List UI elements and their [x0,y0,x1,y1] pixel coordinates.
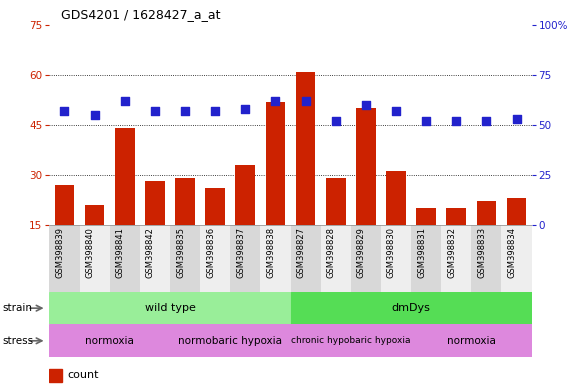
Bar [356,108,376,225]
Bar [235,165,255,225]
Text: GDS4201 / 1628427_a_at: GDS4201 / 1628427_a_at [61,8,221,21]
Point [271,98,280,104]
Text: wild type: wild type [145,303,195,313]
Bar [145,181,164,225]
Bar [266,101,285,225]
Text: strain: strain [3,303,33,313]
Text: chronic hypobaric hypoxia: chronic hypobaric hypoxia [291,336,411,345]
Text: normoxia: normoxia [85,336,134,346]
Point [392,108,401,114]
Bar [80,225,110,292]
Text: GSM398836: GSM398836 [206,227,215,278]
Point [150,108,160,114]
Text: stress: stress [3,336,34,346]
Point [451,118,461,124]
Bar [260,225,290,292]
FancyBboxPatch shape [49,292,290,324]
Text: GSM398837: GSM398837 [236,227,245,278]
Bar [230,225,260,292]
Text: count: count [67,370,99,380]
Bar [140,225,170,292]
Text: GSM398830: GSM398830 [387,227,396,278]
Point [120,98,130,104]
Bar [386,171,406,225]
Bar [170,225,200,292]
Bar [411,225,441,292]
Text: GSM398841: GSM398841 [116,227,125,278]
FancyBboxPatch shape [49,324,170,357]
FancyBboxPatch shape [170,324,290,357]
Text: GSM398832: GSM398832 [447,227,456,278]
Text: GSM398834: GSM398834 [508,227,517,278]
Point [512,116,521,122]
Bar [507,198,526,225]
Bar [501,225,532,292]
Bar [417,208,436,225]
Point [301,98,310,104]
Text: normobaric hypoxia: normobaric hypoxia [178,336,282,346]
Text: GSM398828: GSM398828 [327,227,336,278]
Text: dmDys: dmDys [392,303,431,313]
Bar [446,208,466,225]
Text: GSM398842: GSM398842 [146,227,155,278]
Point [482,118,491,124]
Point [421,118,431,124]
Bar [476,201,496,225]
Text: GSM398829: GSM398829 [357,227,366,278]
Point [331,118,340,124]
Text: normoxia: normoxia [447,336,496,346]
Text: GSM398831: GSM398831 [417,227,426,278]
Bar [321,225,351,292]
Text: GSM398838: GSM398838 [267,227,275,278]
Bar [49,225,80,292]
Point [180,108,189,114]
Bar [49,369,62,382]
Bar [175,178,195,225]
Bar [110,225,140,292]
FancyBboxPatch shape [411,324,532,357]
Point [90,112,99,118]
Bar [290,225,321,292]
Text: GSM398827: GSM398827 [296,227,306,278]
Text: GSM398833: GSM398833 [478,227,486,278]
Bar [326,178,346,225]
Point [60,108,69,114]
Bar [200,225,230,292]
FancyBboxPatch shape [290,292,532,324]
Point [241,106,250,112]
Bar [115,128,135,225]
Bar [85,205,105,225]
Point [361,102,371,108]
Bar [381,225,411,292]
Bar [441,225,471,292]
Bar [471,225,501,292]
Bar [55,185,74,225]
Bar [351,225,381,292]
Point [210,108,220,114]
Text: GSM398840: GSM398840 [85,227,95,278]
Bar [205,188,225,225]
Bar [296,71,315,225]
Text: GSM398839: GSM398839 [55,227,64,278]
FancyBboxPatch shape [290,324,411,357]
Text: GSM398835: GSM398835 [176,227,185,278]
